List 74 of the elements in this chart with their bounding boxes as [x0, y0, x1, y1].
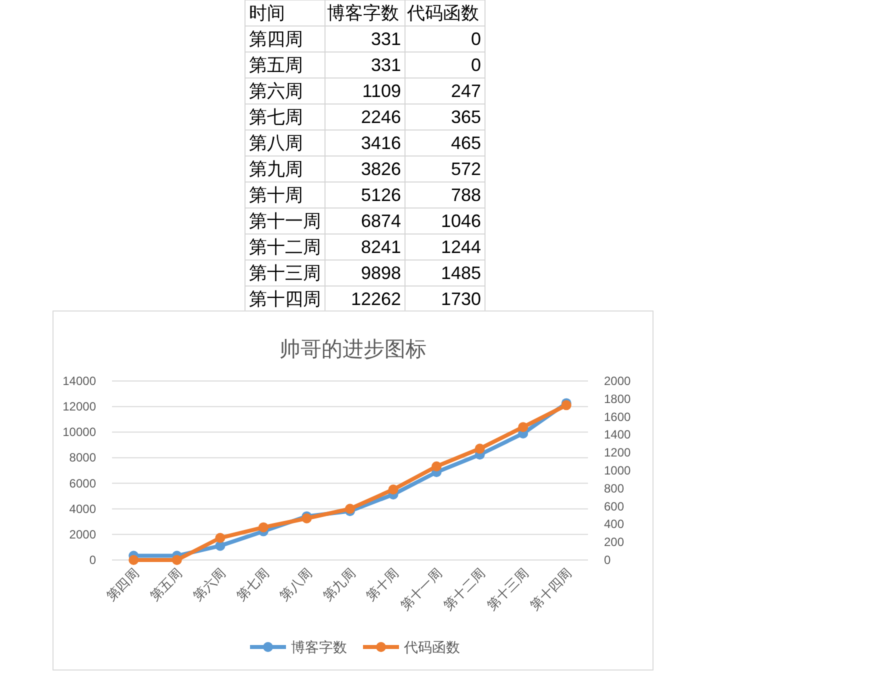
y-tick-label: 6000: [69, 476, 96, 490]
legend-label: 代码函数: [403, 639, 460, 655]
point: [128, 555, 139, 565]
data-label: 3416: [360, 133, 401, 153]
x-tick-label: 第六周: [190, 566, 228, 604]
y2-tick-label: 200: [604, 535, 624, 550]
point: [474, 444, 485, 454]
data-label: 3826: [360, 159, 401, 179]
text: 代码函数: [406, 3, 479, 23]
data-label: 6874: [360, 211, 401, 231]
x-tick-label: 第九周: [320, 566, 358, 604]
data-label: 5126: [360, 185, 401, 205]
data-label: 1244: [440, 237, 481, 257]
y2-tick-label: 0: [604, 553, 611, 567]
data-label: 1046: [440, 211, 481, 231]
category-label: 第十一周: [249, 211, 321, 231]
point: [258, 522, 268, 532]
data-label: 2246: [360, 107, 401, 127]
y-tick-label: 12000: [62, 400, 96, 414]
data-label: 788: [450, 185, 481, 205]
x-tick-label: 第十周: [363, 566, 402, 604]
point: [345, 504, 355, 514]
data-label: 331: [370, 29, 401, 49]
x-tick-label: 第八周: [276, 566, 315, 604]
category-label: 第四周: [249, 29, 303, 49]
category-label: 第七周: [249, 107, 303, 127]
y-tick-label: 14000: [62, 374, 96, 388]
y2-tick-label: 2000: [604, 374, 632, 388]
y2-tick-label: 1200: [604, 446, 632, 460]
y-tick-label: 2000: [69, 527, 96, 542]
category-label: 第十周: [249, 185, 303, 205]
legend-label: 博客字数: [291, 639, 347, 655]
data-label: 1485: [440, 263, 481, 283]
category-label: 第五周: [249, 55, 303, 75]
data-label: 247: [450, 81, 481, 101]
x-tick-label: 第四周: [104, 566, 142, 604]
category-label: 第八周: [249, 133, 303, 153]
category-label: 第九周: [249, 159, 303, 179]
point: [388, 484, 398, 494]
y2-tick-label: 1000: [604, 464, 632, 478]
point: [432, 461, 442, 472]
data-label: 0: [470, 29, 481, 49]
category-label: 第十二周: [249, 237, 321, 257]
category-label: 第十四周: [249, 289, 321, 309]
data-label: 8241: [360, 237, 401, 257]
y2-tick-label: 600: [604, 499, 624, 514]
data-label: 365: [450, 107, 481, 127]
y2-tick-label: 1800: [604, 392, 632, 406]
y-tick-label: 0: [89, 553, 96, 567]
x-tick-label: 第七周: [233, 566, 272, 604]
data-label: 0: [470, 55, 481, 75]
text: 时间: [249, 3, 285, 23]
category-label: 第十三周: [249, 263, 321, 283]
data-label: 1109: [362, 81, 401, 101]
data-label: 331: [370, 55, 401, 75]
text: 博客字数: [327, 3, 399, 23]
point: [518, 422, 528, 432]
data-label: 465: [450, 133, 481, 153]
y2-tick-label: 1600: [604, 410, 632, 424]
y-tick-label: 10000: [62, 425, 96, 440]
y2-tick-label: 1400: [604, 428, 632, 442]
y2-tick-label: 400: [604, 517, 624, 532]
y-tick-label: 8000: [69, 450, 96, 465]
category-label: 第六周: [249, 81, 303, 101]
x-tick-label: 第五周: [146, 566, 186, 604]
y2-tick-label: 800: [604, 481, 624, 496]
data-label: 9898: [360, 263, 401, 283]
y-tick-label: 4000: [69, 502, 96, 516]
data-label: 1730: [440, 289, 481, 309]
chart-title: 帅哥的进步图标: [280, 338, 426, 361]
point: [172, 555, 182, 565]
data-label: 12262: [350, 289, 401, 309]
point: [215, 532, 226, 543]
data-label: 572: [450, 159, 481, 179]
